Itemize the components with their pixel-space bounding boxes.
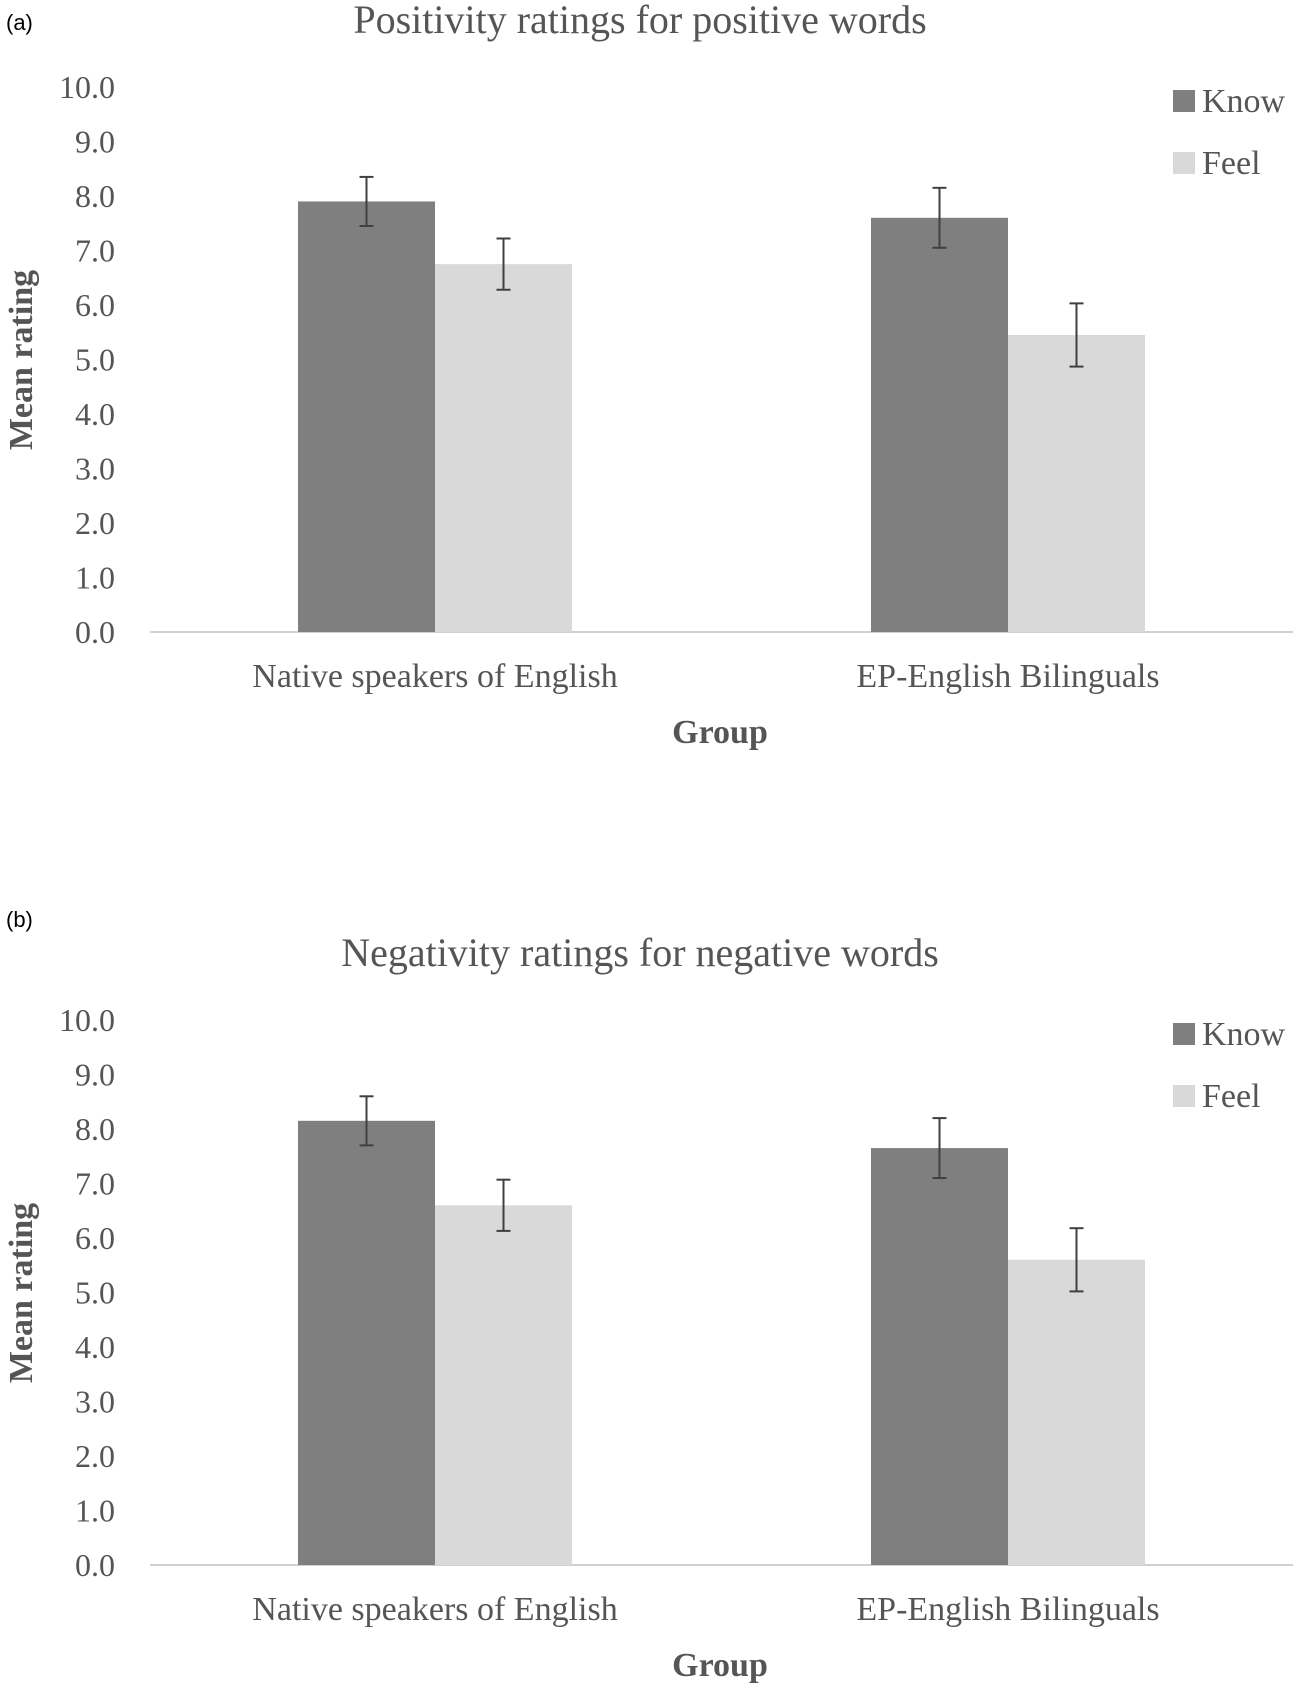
chart-title: Positivity ratings for positive words bbox=[353, 0, 926, 42]
category-labels: Native speakers of English EP-English Bil… bbox=[252, 658, 1159, 695]
category-labels: Native speakers of English EP-English Bil… bbox=[252, 1591, 1159, 1628]
y-tick-label: 8.0 bbox=[75, 1111, 115, 1147]
y-tick-label: 2.0 bbox=[75, 505, 115, 541]
error-bars bbox=[359, 1095, 1084, 1293]
legend: Know Feel bbox=[1173, 1016, 1286, 1115]
legend-swatch bbox=[1173, 1023, 1195, 1045]
y-tick-label: 9.0 bbox=[75, 124, 115, 160]
y-tick-label: 6.0 bbox=[75, 287, 115, 323]
x-axis-title: Group bbox=[672, 714, 768, 751]
legend-label: Feel bbox=[1202, 1078, 1261, 1115]
category-label: EP-English Bilinguals bbox=[856, 1591, 1159, 1628]
y-tick-label: 8.0 bbox=[75, 178, 115, 214]
legend-swatch bbox=[1173, 90, 1195, 112]
legend-swatch bbox=[1173, 1085, 1195, 1107]
y-tick-label: 5.0 bbox=[75, 342, 115, 378]
y-tick-label: 1.0 bbox=[75, 1493, 115, 1529]
chart-panel-a: (a) Positivity ratings for positive word… bbox=[3, 0, 1293, 751]
panel-label: (b) bbox=[6, 907, 33, 932]
y-axis-title: Mean rating bbox=[3, 1203, 40, 1383]
bar-know-bilingual bbox=[871, 217, 1008, 633]
y-tick-label: 7.0 bbox=[75, 233, 115, 269]
y-tick-label: 10.0 bbox=[59, 1002, 115, 1038]
y-tick-label: 3.0 bbox=[75, 1384, 115, 1420]
legend-label: Feel bbox=[1202, 145, 1261, 182]
y-axis-ticks: 0.0 1.0 2.0 3.0 4.0 5.0 6.0 7.0 8.0 9.0 10.0 bbox=[59, 69, 115, 650]
x-axis-title: Group bbox=[672, 1647, 768, 1684]
bar-know-bilingual bbox=[871, 1148, 1008, 1565]
y-tick-label: 9.0 bbox=[75, 1057, 115, 1093]
bar-feel-bilingual bbox=[1008, 1259, 1145, 1565]
legend: Know Feel bbox=[1173, 83, 1286, 182]
legend-label: Know bbox=[1202, 1016, 1286, 1053]
chart-panel-b: (b) Negativity ratings for negative word… bbox=[3, 907, 1293, 1684]
y-tick-label: 10.0 bbox=[59, 69, 115, 105]
y-tick-label: 5.0 bbox=[75, 1275, 115, 1311]
bars bbox=[298, 201, 1145, 633]
y-tick-label: 0.0 bbox=[75, 614, 115, 650]
y-tick-label: 1.0 bbox=[75, 560, 115, 596]
error-bars bbox=[359, 175, 1084, 368]
y-tick-label: 3.0 bbox=[75, 451, 115, 487]
y-tick-label: 2.0 bbox=[75, 1438, 115, 1474]
panel-label: (a) bbox=[6, 10, 33, 35]
legend-swatch bbox=[1173, 152, 1195, 174]
chart-title: Negativity ratings for negative words bbox=[341, 930, 939, 975]
legend-label: Know bbox=[1202, 83, 1286, 120]
y-tick-label: 6.0 bbox=[75, 1220, 115, 1256]
bar-know-native bbox=[298, 1120, 435, 1565]
category-label: EP-English Bilinguals bbox=[856, 658, 1159, 695]
bars bbox=[298, 1120, 1145, 1565]
y-tick-label: 0.0 bbox=[75, 1547, 115, 1583]
bar-feel-native bbox=[435, 1205, 572, 1565]
y-tick-label: 4.0 bbox=[75, 1329, 115, 1365]
category-label: Native speakers of English bbox=[252, 658, 617, 695]
bar-feel-native bbox=[435, 264, 572, 632]
category-label: Native speakers of English bbox=[252, 1591, 617, 1628]
bar-know-native bbox=[298, 201, 435, 632]
y-tick-label: 4.0 bbox=[75, 396, 115, 432]
y-axis-title: Mean rating bbox=[3, 270, 40, 450]
y-tick-label: 7.0 bbox=[75, 1166, 115, 1202]
bar-feel-bilingual bbox=[1008, 334, 1145, 632]
y-axis-ticks: 0.0 1.0 2.0 3.0 4.0 5.0 6.0 7.0 8.0 9.0 10.0 bbox=[59, 1002, 115, 1583]
